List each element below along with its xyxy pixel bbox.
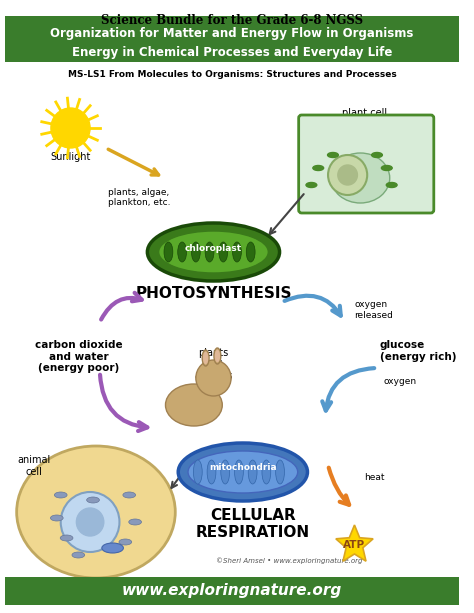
Circle shape	[328, 155, 367, 195]
Text: Sunlight: Sunlight	[50, 152, 91, 162]
Text: carbon dioxide
and water
(energy poor): carbon dioxide and water (energy poor)	[35, 340, 122, 373]
Text: MS-LS1 From Molecules to Organisms: Structures and Processes: MS-LS1 From Molecules to Organisms: Stru…	[68, 70, 396, 79]
Circle shape	[76, 508, 104, 536]
Ellipse shape	[215, 351, 219, 362]
FancyArrowPatch shape	[284, 295, 341, 316]
Text: heat: heat	[365, 473, 385, 482]
Text: glucose
(energy rich): glucose (energy rich)	[380, 340, 456, 362]
Ellipse shape	[55, 492, 67, 498]
Ellipse shape	[50, 515, 63, 521]
Ellipse shape	[248, 460, 257, 484]
FancyArrowPatch shape	[101, 293, 142, 319]
Ellipse shape	[178, 242, 187, 262]
Ellipse shape	[262, 460, 271, 484]
Ellipse shape	[165, 384, 222, 426]
Text: www.exploringnature.org: www.exploringnature.org	[122, 584, 342, 598]
Text: Organization for Matter and Energy Flow in Organisms: Organization for Matter and Energy Flow …	[50, 26, 414, 39]
FancyBboxPatch shape	[299, 115, 434, 213]
Text: plants, algae,
plankton, etc.: plants, algae, plankton, etc.	[108, 188, 170, 207]
Text: PHOTOSYNTHESIS: PHOTOSYNTHESIS	[135, 286, 292, 301]
Ellipse shape	[372, 153, 383, 158]
Text: Energy in Chemical Processes and Everyday Life: Energy in Chemical Processes and Everyda…	[72, 45, 392, 58]
Ellipse shape	[306, 183, 317, 188]
Polygon shape	[336, 525, 373, 561]
Circle shape	[338, 165, 357, 185]
Text: mitochondria: mitochondria	[209, 463, 277, 473]
FancyArrowPatch shape	[100, 375, 147, 431]
Ellipse shape	[382, 166, 392, 170]
Ellipse shape	[202, 350, 209, 366]
Ellipse shape	[276, 460, 284, 484]
Circle shape	[61, 492, 119, 552]
Ellipse shape	[119, 539, 132, 545]
Text: CELLULAR
RESPIRATION: CELLULAR RESPIRATION	[196, 508, 310, 541]
Ellipse shape	[386, 183, 397, 188]
Ellipse shape	[207, 460, 216, 484]
Text: chloroplast: chloroplast	[185, 243, 242, 253]
Ellipse shape	[205, 242, 214, 262]
Ellipse shape	[102, 543, 123, 553]
Ellipse shape	[219, 242, 228, 262]
Ellipse shape	[178, 443, 308, 501]
FancyBboxPatch shape	[5, 16, 459, 62]
Ellipse shape	[233, 242, 241, 262]
Ellipse shape	[164, 242, 173, 262]
Ellipse shape	[188, 451, 298, 493]
Text: animal
cell: animal cell	[18, 455, 51, 476]
Text: ©Sheri Amsel • www.exploringnature.org: ©Sheri Amsel • www.exploringnature.org	[216, 557, 362, 564]
Ellipse shape	[159, 231, 268, 273]
Circle shape	[51, 108, 90, 148]
Text: plant cell: plant cell	[342, 108, 387, 118]
Text: ATP: ATP	[344, 540, 365, 550]
Text: plants
and
animals: plants and animals	[194, 348, 233, 381]
Ellipse shape	[129, 519, 142, 525]
Ellipse shape	[221, 460, 229, 484]
Ellipse shape	[87, 497, 100, 503]
Circle shape	[196, 360, 231, 396]
Ellipse shape	[331, 153, 390, 203]
FancyArrowPatch shape	[322, 368, 374, 411]
FancyBboxPatch shape	[5, 577, 459, 605]
Ellipse shape	[246, 242, 255, 262]
Text: oxygen
released: oxygen released	[355, 300, 393, 320]
Ellipse shape	[60, 535, 73, 541]
Ellipse shape	[214, 348, 221, 364]
Ellipse shape	[193, 460, 202, 484]
Text: Science Bundle for the Grade 6-8 NGSS: Science Bundle for the Grade 6-8 NGSS	[101, 14, 363, 27]
Ellipse shape	[313, 166, 324, 170]
Ellipse shape	[123, 492, 136, 498]
Ellipse shape	[72, 552, 85, 558]
Ellipse shape	[328, 153, 338, 158]
Ellipse shape	[235, 460, 243, 484]
FancyArrowPatch shape	[329, 468, 349, 505]
Ellipse shape	[147, 223, 280, 281]
Ellipse shape	[17, 446, 175, 578]
Text: oxygen: oxygen	[384, 378, 417, 387]
Ellipse shape	[191, 242, 200, 262]
Ellipse shape	[204, 352, 208, 364]
